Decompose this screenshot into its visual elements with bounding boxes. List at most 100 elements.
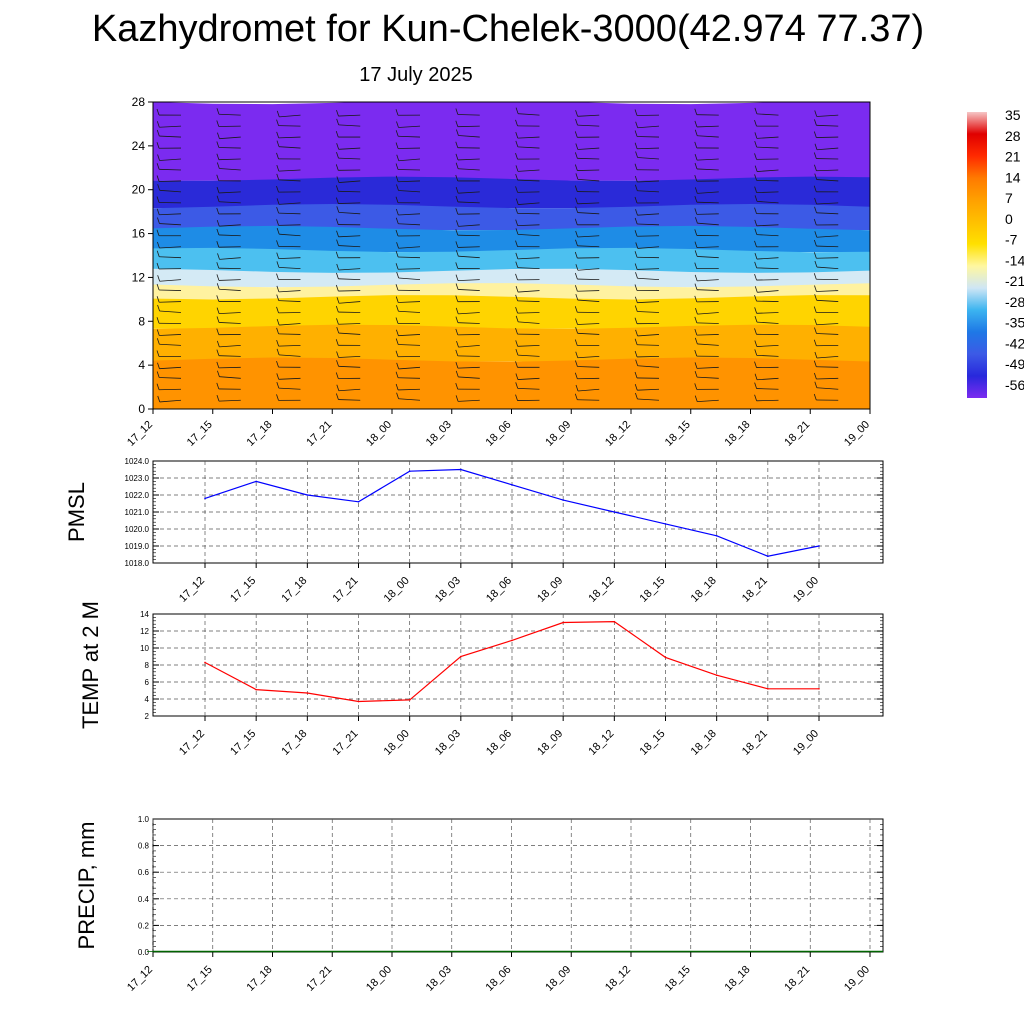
wind-barb xyxy=(278,300,301,302)
temp-xtick-label-9: 18_15 xyxy=(638,728,668,758)
wind-barb-flag xyxy=(157,154,160,161)
wind-barb-flag xyxy=(754,349,758,356)
wind-barb xyxy=(457,158,480,161)
pmsl-point-3 xyxy=(357,501,360,503)
wind-barb-flag xyxy=(754,340,758,347)
wind-barb xyxy=(577,290,600,292)
wind-barb xyxy=(338,355,361,358)
wind-barb-flag xyxy=(574,152,578,159)
wind-barb-flag xyxy=(396,271,400,279)
wind-barb xyxy=(816,323,839,326)
wind-barb-flag xyxy=(515,153,518,160)
wind-barb-flag xyxy=(575,230,579,238)
wind-barb-flag xyxy=(814,110,818,117)
wind-barb-flag xyxy=(216,141,220,148)
pmsl-xtick-label-9: 18_15 xyxy=(638,575,668,605)
wind-barb-flag xyxy=(694,141,698,149)
wind-barb-flag xyxy=(694,187,698,194)
wind-barb xyxy=(696,289,719,291)
wind-barb xyxy=(816,366,839,368)
wind-barb-flag xyxy=(515,119,518,127)
wind-barb-flag xyxy=(216,162,220,169)
pmsl-xtick-label-1: 17_15 xyxy=(228,575,258,605)
wind-barb-flag xyxy=(574,131,578,138)
pmsl-point-5 xyxy=(460,468,462,471)
wind-barb-flag xyxy=(574,393,578,400)
wind-barb-flag xyxy=(814,164,817,171)
wind-barb-flag xyxy=(276,339,279,347)
wind-barb xyxy=(517,169,540,172)
temp-point-11 xyxy=(767,688,769,690)
temp-ytick-label-1: 4 xyxy=(145,695,150,704)
wind-barb xyxy=(637,388,660,391)
wind-barb xyxy=(218,366,241,369)
heatmap-band-3 xyxy=(153,225,870,253)
wind-barb xyxy=(338,147,361,150)
temp-point-12 xyxy=(818,688,820,690)
wind-barb xyxy=(816,179,839,182)
wind-barb-flag xyxy=(396,329,399,336)
wind-barb xyxy=(517,387,540,390)
wind-barb xyxy=(218,234,241,237)
wind-barb-flag xyxy=(574,272,578,280)
wind-barb xyxy=(637,365,660,368)
wind-barb-flag xyxy=(276,131,280,139)
wind-barb-flag xyxy=(574,164,578,171)
wind-barb-flag xyxy=(276,360,279,368)
wind-barb-flag xyxy=(814,381,818,388)
wind-barb-flag xyxy=(515,140,519,148)
wind-barb-flag xyxy=(396,305,399,312)
wind-barb-flag xyxy=(276,373,280,380)
temp-ytick-label-4: 10 xyxy=(140,644,149,653)
wind-barb xyxy=(637,147,660,150)
wind-barb-flag xyxy=(216,241,220,248)
temp-point-5 xyxy=(460,655,462,658)
temp-point-0 xyxy=(204,661,206,664)
temp-point-1 xyxy=(255,688,257,691)
wind-barb-flag xyxy=(634,296,638,303)
wind-barb xyxy=(816,299,839,302)
wind-barb-flag xyxy=(754,207,757,214)
heatmap-ytick-label-3: 12 xyxy=(132,270,146,284)
wind-barb-flag xyxy=(335,393,339,400)
temp-xtick-label-1: 17_15 xyxy=(228,728,258,758)
wind-barb-flag xyxy=(694,175,698,182)
wind-barb-flag xyxy=(276,294,280,301)
wind-barb-flag xyxy=(335,372,339,379)
pmsl-point-6 xyxy=(511,484,513,486)
wind-barb-flag xyxy=(754,195,758,202)
wind-barb xyxy=(398,277,421,281)
heatmap-xtick-label-12: 19_00 xyxy=(842,419,872,449)
wind-barb-flag xyxy=(276,119,279,126)
wind-barb xyxy=(697,191,719,194)
wind-barb-flag xyxy=(814,318,818,325)
wind-barb xyxy=(279,114,301,118)
wind-barb-flag xyxy=(813,393,817,401)
wind-barb xyxy=(697,168,719,171)
wind-barb xyxy=(637,213,660,216)
wind-barb xyxy=(816,355,839,359)
pmsl-xtick-label-11: 18_21 xyxy=(740,575,770,605)
pmsl-ytick-label-5: 1023.0 xyxy=(125,474,150,483)
wind-barb xyxy=(279,354,301,357)
wind-barb xyxy=(159,334,182,336)
chart-subtitle: 17 July 2025 xyxy=(359,64,473,86)
wind-barb xyxy=(756,179,779,182)
wind-barb xyxy=(458,289,480,291)
wind-barb-flag xyxy=(336,176,340,183)
pmsl-point-1 xyxy=(255,480,257,483)
wind-barb-flag xyxy=(634,338,638,345)
wind-barb-flag xyxy=(574,218,578,225)
wind-barb-flag xyxy=(634,371,638,379)
precip-panel: 0.0 0.2 0.4 0.6 0.8 1.0 17_12 17_15 17_18 17_21 18… xyxy=(74,815,884,994)
wind-barb-flag xyxy=(276,198,280,205)
wind-barb xyxy=(159,135,182,138)
colorbar-label-7: -14 xyxy=(1005,252,1024,268)
wind-barb-flag xyxy=(216,120,220,127)
wind-barb-flag xyxy=(814,351,818,359)
wind-barb-flag xyxy=(335,218,339,225)
wind-barb xyxy=(577,278,600,281)
wind-barb xyxy=(637,136,660,138)
wind-barb-flag xyxy=(395,163,399,170)
wind-barb-flag xyxy=(515,315,519,323)
